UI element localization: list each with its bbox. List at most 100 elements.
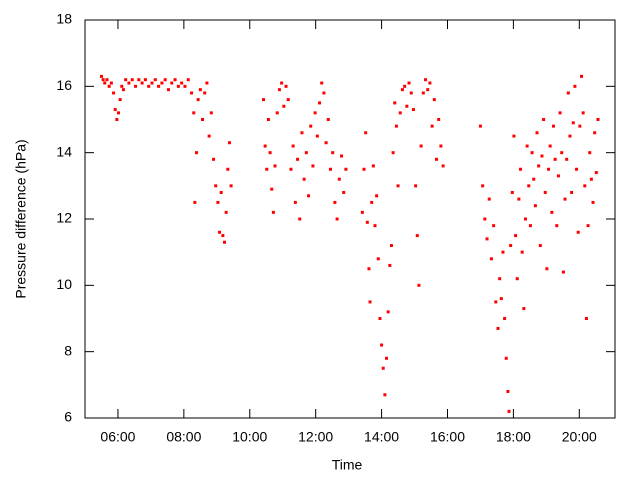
data-point [579,74,583,78]
data-point [430,124,434,128]
data-point [421,91,425,95]
data-point [115,118,119,121]
data-point [538,244,542,248]
y-tick-label: 16 [56,77,72,93]
data-point [367,267,371,271]
data-point [313,111,317,115]
x-tick-label: 12:00 [298,429,333,445]
data-point [596,118,600,121]
data-point [324,141,328,145]
data-point [494,300,498,304]
data-point [432,98,436,102]
data-point [376,257,380,261]
data-point [218,230,222,234]
data-point [344,167,348,171]
data-point [270,187,274,191]
data-point [209,111,213,115]
data-point [556,174,560,178]
data-point [298,217,302,221]
data-point [383,393,387,397]
data-point [192,111,196,115]
data-point [588,151,592,155]
data-point [311,164,315,168]
data-point [180,81,184,85]
data-point [566,91,570,95]
data-point [105,78,109,82]
data-point [509,244,513,248]
data-point [263,144,267,148]
data-point [137,78,141,82]
x-tick-label: 20:00 [562,429,597,445]
data-point [398,111,402,115]
data-point [173,78,177,82]
data-point [183,84,187,88]
data-point [547,167,551,171]
data-point [496,326,500,330]
data-point [489,257,493,261]
data-point [112,91,116,95]
data-point [134,84,138,88]
data-point [543,190,547,194]
data-point [118,98,122,102]
data-point [506,389,510,393]
x-tick-label: 06:00 [100,429,135,445]
data-point [396,184,400,188]
data-point [563,197,567,201]
data-point [163,78,167,82]
data-point [550,210,554,214]
x-tick-label: 10:00 [232,429,267,445]
data-point [514,234,518,238]
data-point [103,81,107,85]
data-point [121,88,125,92]
data-point [522,307,526,311]
data-point [393,101,397,105]
data-point [275,111,279,115]
data-point [282,104,286,108]
data-point [519,167,523,171]
data-point [304,151,308,155]
data-point [193,200,197,204]
data-point [333,200,337,204]
data-point [371,164,375,168]
data-point [417,283,421,287]
data-point [517,197,521,201]
data-point [219,190,223,194]
data-point [503,317,507,320]
data-point [487,197,491,201]
x-tick-label: 18:00 [496,429,531,445]
data-point [388,263,392,267]
data-point [153,78,157,82]
data-point [212,157,216,161]
data-point [143,78,147,82]
data-point [525,144,529,148]
data-point [147,84,151,88]
data-point [150,81,154,85]
data-point [302,177,306,181]
data-point [385,356,389,360]
data-point [326,118,330,121]
data-point [386,310,390,314]
data-point [409,91,413,95]
data-point [380,343,384,347]
data-point [201,118,205,121]
data-point [277,88,281,92]
data-point [504,356,508,360]
data-point [339,154,343,158]
data-point [483,217,487,221]
data-point [533,204,537,208]
data-point [515,277,519,281]
data-point [107,84,111,88]
data-point [130,78,134,82]
data-point [335,217,339,221]
data-point [140,81,144,85]
x-tick-label: 08:00 [166,429,201,445]
data-point [101,78,105,82]
data-point [293,200,297,204]
data-point [394,124,398,128]
data-point [364,131,368,135]
data-point [558,111,562,115]
y-tick-label: 8 [64,342,72,358]
data-point [561,270,565,274]
data-point [576,230,580,234]
